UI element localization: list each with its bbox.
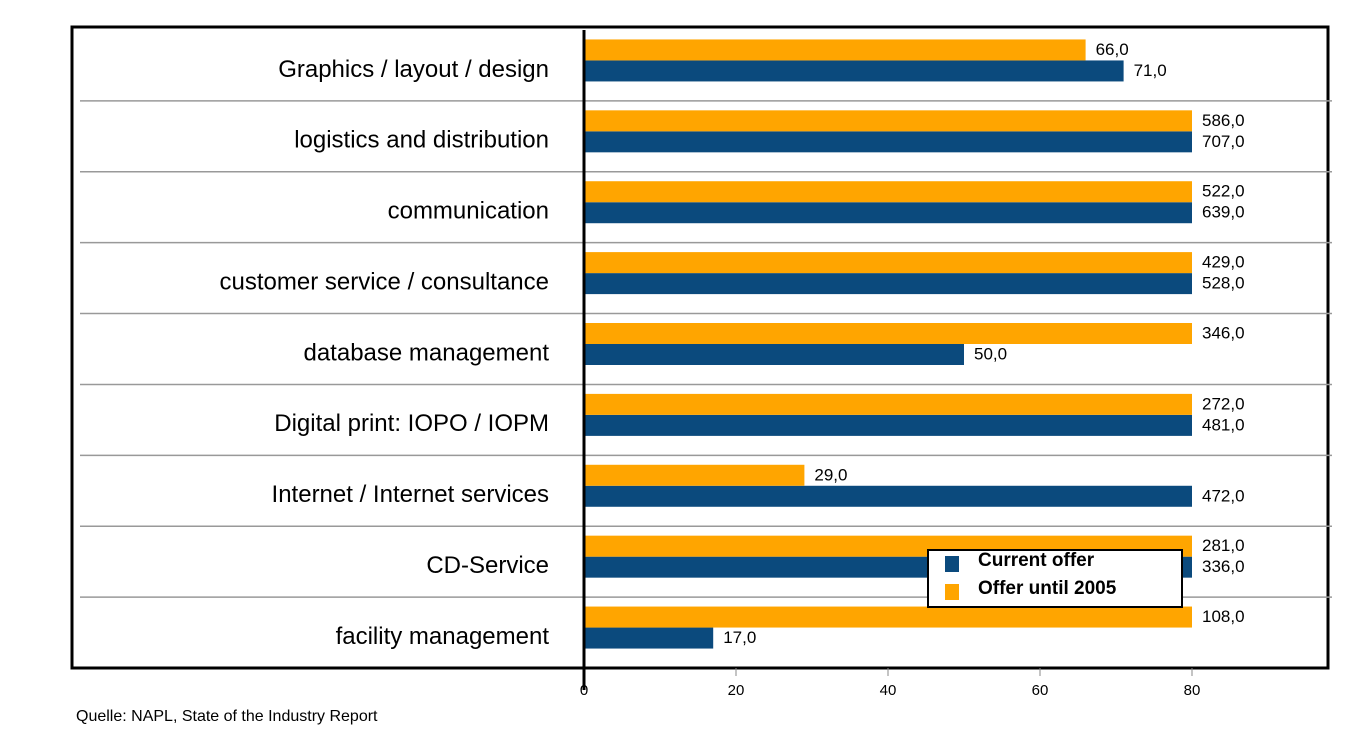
frame	[70, 25, 1330, 670]
value-label: 336,0	[1202, 557, 1245, 576]
value-label: 272,0	[1202, 394, 1245, 413]
value-label: 586,0	[1202, 111, 1245, 130]
value-label: 66,0	[1096, 40, 1129, 59]
value-label: 481,0	[1202, 415, 1245, 434]
x-tick-label: 20	[728, 682, 745, 699]
source: Quelle: NAPL, State of the Industry Repo…	[76, 708, 378, 725]
value-label: 29,0	[814, 465, 847, 484]
category-label: Digital print: IOPO / IOPM	[274, 410, 549, 437]
value-label: 528,0	[1202, 274, 1245, 293]
bar	[584, 485, 1192, 507]
bar	[584, 606, 1192, 628]
bar	[584, 344, 964, 365]
value-label: 281,0	[1202, 536, 1245, 555]
bar	[584, 464, 805, 486]
legend-swatch	[945, 584, 959, 600]
legend-swatch	[945, 556, 959, 572]
x-tick-label: 0	[580, 682, 588, 699]
value-label: 639,0	[1202, 203, 1245, 222]
bar	[584, 252, 1192, 274]
bar	[584, 202, 1192, 224]
category-label: facility management	[336, 623, 550, 650]
category-label: Internet / Internet services	[272, 481, 549, 508]
value-label: 71,0	[1134, 61, 1167, 80]
bar	[584, 323, 1192, 344]
x-tick-label: 40	[880, 682, 897, 699]
bar	[584, 627, 714, 649]
category-label: logistics and distribution	[294, 127, 549, 154]
legend-box	[927, 549, 1183, 608]
bar	[584, 39, 1086, 61]
bar	[584, 131, 1192, 153]
value-label: 429,0	[1202, 253, 1245, 272]
category-label: database management	[303, 339, 549, 366]
bar	[584, 414, 1192, 436]
bar	[584, 110, 1192, 132]
legend-label: Offer until 2005	[978, 578, 1117, 599]
value-label: 346,0	[1202, 323, 1245, 342]
x-tick-label: 60	[1032, 682, 1049, 699]
x-tick-label: 80	[1184, 682, 1201, 699]
bar	[584, 273, 1192, 295]
category-label: customer service / consultance	[220, 268, 549, 295]
category-label: CD-Service	[426, 552, 549, 579]
bar	[584, 181, 1192, 203]
legend-label: Current offer	[978, 550, 1095, 571]
category-label: communication	[388, 198, 549, 225]
value-label: 522,0	[1202, 182, 1245, 201]
value-label: 50,0	[974, 344, 1007, 363]
bar	[584, 60, 1124, 82]
bar	[584, 393, 1192, 415]
value-label: 108,0	[1202, 607, 1245, 626]
value-label: 707,0	[1202, 132, 1245, 151]
value-label: 472,0	[1202, 486, 1245, 505]
category-label: Graphics / layout / design	[278, 56, 549, 83]
value-label: 17,0	[723, 628, 756, 647]
